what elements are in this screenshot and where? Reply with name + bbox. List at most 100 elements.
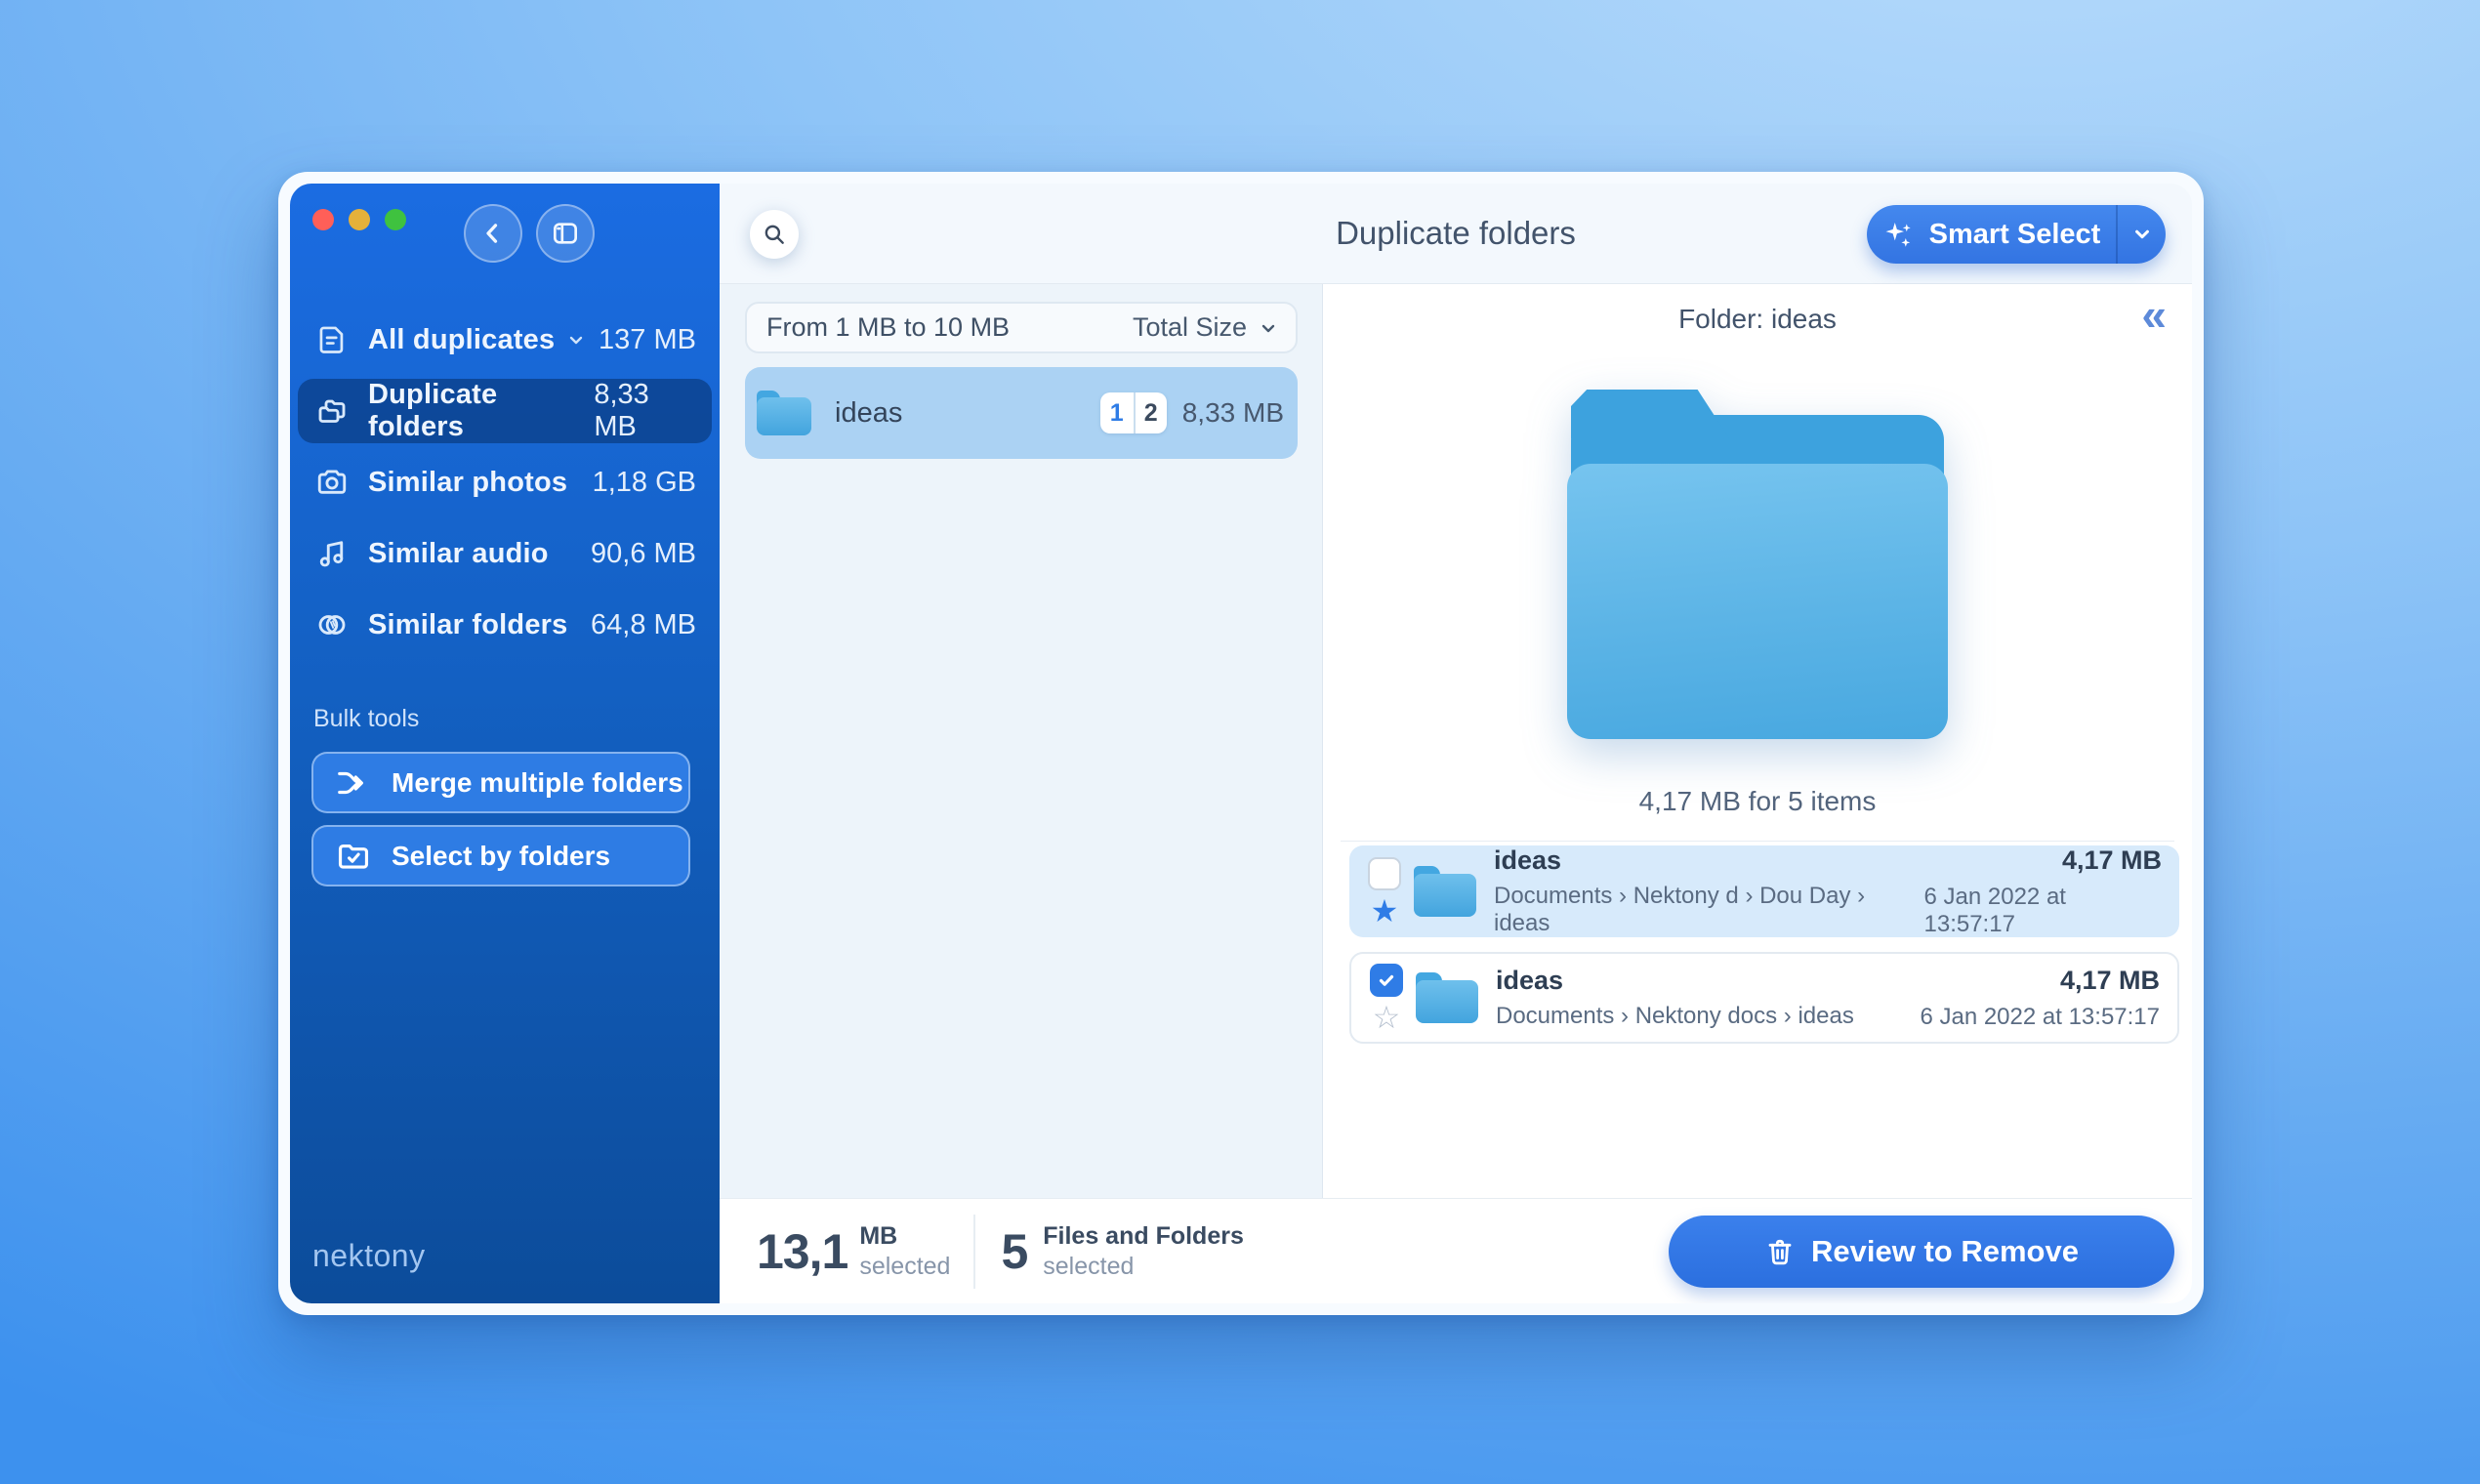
- sidebar-toggle-button[interactable]: [536, 204, 595, 263]
- detail-panel-title: Folder: ideas: [1678, 304, 1837, 334]
- group-name: ideas: [835, 396, 903, 429]
- logo-text-end: ny: [391, 1238, 426, 1273]
- zoom-window-button[interactable]: [385, 209, 406, 230]
- chevron-down-icon: [564, 328, 588, 351]
- search-icon: [762, 222, 787, 247]
- main-area: Duplicate folders Smart Select: [720, 184, 2192, 1303]
- folders-stack-icon: [312, 392, 351, 431]
- sidebar-item-value: 1,18 GB: [592, 466, 696, 498]
- sidebar-item-duplicate-folders[interactable]: Duplicate folders 8,33 MB: [298, 379, 712, 443]
- bulk-button-label: Merge multiple folders: [392, 766, 683, 798]
- close-window-button[interactable]: [312, 209, 334, 230]
- total-count: 2: [1133, 392, 1167, 433]
- select-by-folders-button[interactable]: Select by folders: [311, 825, 690, 886]
- selected-size-value: 13,1: [757, 1223, 848, 1279]
- review-to-remove-button[interactable]: Review to Remove: [1669, 1215, 2174, 1288]
- search-button[interactable]: [750, 210, 799, 259]
- star-filled-icon[interactable]: ★: [1370, 892, 1399, 928]
- file-size: 4,17 MB: [2059, 965, 2160, 995]
- merge-multiple-folders-button[interactable]: Merge multiple folders: [311, 752, 690, 813]
- row-checkbox-checked[interactable]: [1370, 963, 1403, 997]
- sidebar-item-label: Similar folders: [368, 608, 568, 640]
- smart-select-split-button: Smart Select: [1867, 205, 2166, 264]
- trash-icon: [1764, 1236, 1796, 1267]
- file-size: 4,17 MB: [2061, 845, 2162, 875]
- chevron-down-icon: [1257, 316, 1280, 340]
- selection-summary-bar: 13,1 MB selected 5 Files and Folders sel…: [720, 1198, 2192, 1303]
- chevron-down-icon: [2129, 222, 2155, 247]
- row-checkbox-unchecked[interactable]: [1368, 856, 1401, 890]
- sparkles-icon: [1882, 218, 1916, 251]
- folder-detail-panel: « Folder: ideas 4,17 MB for 5 items: [1323, 284, 2192, 1198]
- sidebar-item-value: 64,8 MB: [591, 608, 696, 640]
- nektony-logo: nektony: [312, 1238, 426, 1274]
- duplicate-group-row-ideas[interactable]: ideas 1 2 8,33 MB: [745, 367, 1298, 459]
- file-name: ideas: [1494, 845, 1562, 875]
- groups-list-panel: From 1 MB to 10 MB Total Size ideas: [720, 284, 1323, 1198]
- file-name: ideas: [1496, 966, 1564, 995]
- selected-size-caption: selected: [859, 1252, 951, 1280]
- selection-count-badge: 1 2: [1099, 392, 1167, 433]
- footer-divider: [973, 1214, 976, 1289]
- selected-size-unit: MB: [859, 1221, 898, 1250]
- star-outline-icon[interactable]: ☆: [1372, 999, 1401, 1035]
- logo-o-mark: o: [373, 1238, 392, 1273]
- file-path: Documents › Nektony docs › ideas: [1496, 1003, 1854, 1029]
- folder-icon: [1414, 866, 1476, 917]
- size-filter-bar: From 1 MB to 10 MB Total Size: [745, 302, 1298, 353]
- selected-count: 1: [1109, 398, 1124, 427]
- sidebar-item-similar-folders[interactable]: Similar folders 64,8 MB: [298, 593, 712, 657]
- sidebar-item-all-duplicates[interactable]: All duplicates 137 MB: [298, 308, 712, 372]
- duplicate-row-1[interactable]: ★ ideas Documents › Nektony d › Dou Day …: [1349, 845, 2179, 937]
- size-filter-label: From 1 MB to 10 MB: [766, 312, 1011, 342]
- bulk-tools-heading: Bulk tools: [313, 705, 420, 732]
- page-title: Duplicate folders: [1336, 215, 1576, 251]
- sidebar-item-label: Similar audio: [368, 537, 549, 569]
- selected-count-label: Files and Folders: [1043, 1221, 1244, 1250]
- sidebar-panel-icon: [550, 218, 581, 249]
- document-icon: [312, 320, 351, 359]
- sidebar-nav: All duplicates 137 MB Duplicate folders …: [298, 308, 712, 657]
- sidebar-item-similar-audio[interactable]: Similar audio 90,6 MB: [298, 521, 712, 586]
- review-to-remove-label: Review to Remove: [1811, 1233, 2079, 1268]
- duplicate-row-2[interactable]: ☆ ideas Documents › Nektony docs › ideas…: [1349, 952, 2179, 1044]
- folder-icon: [1416, 972, 1478, 1023]
- detail-divider: [1341, 841, 2174, 842]
- collapse-panel-button[interactable]: «: [2141, 289, 2167, 340]
- bulk-button-label: Select by folders: [392, 840, 611, 871]
- back-button[interactable]: [464, 204, 522, 263]
- smart-select-button[interactable]: Smart Select: [1867, 205, 2116, 264]
- music-note-icon: [312, 534, 351, 573]
- sidebar-item-similar-photos[interactable]: Similar photos 1,18 GB: [298, 450, 712, 515]
- sort-dropdown[interactable]: Total Size: [1133, 312, 1280, 343]
- duplicate-file-list: ★ ideas Documents › Nektony d › Dou Day …: [1349, 845, 2179, 1044]
- traffic-lights: [312, 209, 406, 230]
- selected-count-value: 5: [1001, 1223, 1028, 1279]
- checkmark-icon: [1375, 969, 1398, 992]
- sidebar-item-label: Similar photos: [368, 466, 568, 498]
- logo-text: nekt: [312, 1238, 374, 1273]
- file-path: Documents › Nektony d › Dou Day › ideas: [1494, 883, 1866, 936]
- sidebar-item-label: All duplicates: [368, 323, 556, 355]
- file-date: 6 Jan 2022 at 13:57:17: [1923, 883, 2066, 937]
- camera-icon: [312, 463, 351, 502]
- selected-count-caption: selected: [1043, 1252, 1135, 1280]
- minimize-window-button[interactable]: [349, 209, 370, 230]
- folder-check-icon: [335, 838, 372, 875]
- folder-summary: 4,17 MB for 5 items: [1638, 786, 1877, 816]
- chevron-left-icon: [478, 219, 508, 248]
- sidebar-item-value: 90,6 MB: [591, 537, 696, 569]
- file-date: 6 Jan 2022 at 13:57:17: [1920, 1003, 2160, 1030]
- folder-preview-icon: [1567, 399, 1948, 739]
- group-size: 8,33 MB: [1181, 397, 1284, 428]
- toolbar: Duplicate folders Smart Select: [720, 184, 2192, 284]
- smart-select-label: Smart Select: [1928, 218, 2101, 250]
- sidebar-item-label: Duplicate folders: [368, 379, 498, 442]
- sidebar-item-value: 8,33 MB: [594, 379, 649, 442]
- sidebar: All duplicates 137 MB Duplicate folders …: [290, 184, 720, 1303]
- sidebar-item-value: 137 MB: [599, 323, 696, 355]
- overlapping-circles-icon: [312, 605, 351, 644]
- sort-label: Total Size: [1132, 312, 1247, 342]
- smart-select-dropdown-button[interactable]: [2116, 205, 2166, 264]
